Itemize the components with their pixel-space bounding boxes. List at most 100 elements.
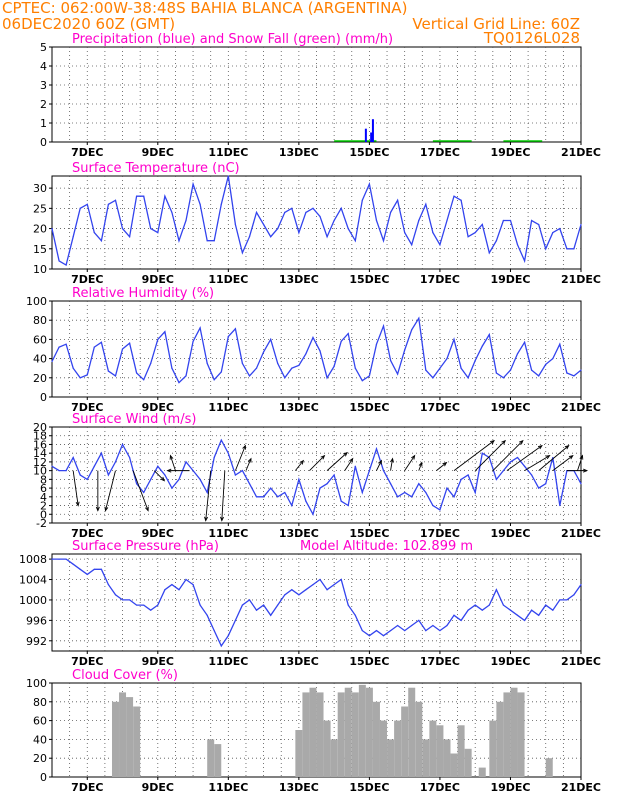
data-point bbox=[404, 491, 406, 494]
data-point bbox=[185, 578, 187, 581]
data-point bbox=[58, 346, 60, 348]
data-point bbox=[432, 377, 434, 379]
wind-arrow-head bbox=[390, 457, 394, 463]
data-point bbox=[375, 448, 378, 450]
wind-arrow bbox=[72, 470, 79, 506]
data-point bbox=[72, 367, 74, 369]
wind-arrow bbox=[577, 455, 583, 471]
data-point bbox=[298, 478, 300, 480]
data-point bbox=[263, 223, 265, 226]
data-point bbox=[114, 375, 117, 377]
x-tick-label: 11DEC bbox=[208, 781, 248, 794]
data-point bbox=[397, 496, 399, 498]
wind-arrow-head bbox=[583, 468, 589, 473]
data-point bbox=[65, 558, 67, 560]
cloud-bar bbox=[330, 739, 338, 777]
data-point bbox=[298, 232, 300, 234]
panel-subtitle: Model Altitude: 102.899 m bbox=[300, 539, 473, 554]
data-point bbox=[298, 594, 300, 596]
wind-arrow bbox=[474, 440, 506, 471]
x-tick-label: 15DEC bbox=[349, 655, 389, 668]
wind-arrow-head bbox=[320, 454, 326, 460]
data-point bbox=[157, 338, 159, 340]
data-point bbox=[538, 487, 540, 489]
data-point bbox=[284, 377, 286, 379]
data-point bbox=[481, 223, 483, 226]
data-point bbox=[368, 183, 370, 185]
x-tick-label: 21DEC bbox=[561, 655, 601, 668]
wind-arrow-head bbox=[343, 451, 348, 457]
y-tick-label: 18 bbox=[33, 430, 47, 443]
data-point bbox=[93, 346, 95, 348]
data-point bbox=[79, 568, 81, 570]
cloud-bar bbox=[464, 748, 472, 777]
data-point bbox=[453, 338, 455, 340]
header: CPTEC: 062:00W-38:48S BAHIA BLANCA (ARGE… bbox=[2, 0, 580, 47]
data-point bbox=[382, 325, 385, 327]
y-tick-label: 80 bbox=[33, 696, 47, 709]
y-tick-label: 20 bbox=[33, 372, 47, 385]
data-point bbox=[220, 371, 222, 373]
data-point bbox=[150, 362, 152, 364]
data-point bbox=[552, 456, 554, 459]
x-tick-label: 15DEC bbox=[349, 401, 389, 414]
data-point bbox=[495, 589, 497, 591]
wind-arrow bbox=[344, 458, 354, 471]
data-point bbox=[580, 584, 582, 586]
data-point bbox=[347, 333, 349, 335]
data-point bbox=[326, 589, 328, 591]
data-point bbox=[340, 578, 342, 581]
series-line bbox=[52, 558, 582, 648]
data-point bbox=[425, 629, 427, 632]
data-point bbox=[552, 358, 554, 360]
data-point bbox=[573, 375, 575, 377]
data-point bbox=[72, 563, 74, 565]
y-tick-label: 20 bbox=[33, 223, 47, 236]
data-point bbox=[234, 328, 236, 330]
data-point bbox=[114, 199, 117, 201]
cloud-bar bbox=[214, 744, 222, 777]
cloud-bar bbox=[119, 692, 127, 777]
data-point bbox=[389, 211, 392, 213]
data-point bbox=[72, 236, 74, 238]
data-point bbox=[121, 227, 124, 230]
data-point bbox=[157, 232, 159, 234]
data-point bbox=[531, 474, 533, 476]
wind-arrow bbox=[538, 445, 569, 471]
wind-arrow-head bbox=[299, 459, 305, 465]
data-point bbox=[467, 236, 469, 238]
data-point bbox=[143, 604, 145, 606]
data-point bbox=[425, 203, 427, 205]
cloud-bar bbox=[429, 720, 437, 777]
data-point bbox=[516, 614, 519, 616]
data-point bbox=[206, 362, 208, 364]
data-point bbox=[79, 377, 81, 379]
data-point bbox=[121, 599, 124, 601]
wind-arrow bbox=[524, 455, 550, 472]
data-point bbox=[516, 353, 519, 355]
y-tick-label: 20 bbox=[33, 752, 47, 765]
data-point bbox=[509, 609, 512, 611]
y-tick-label: 14 bbox=[33, 447, 47, 460]
cloud-bar bbox=[489, 720, 497, 777]
wind-arrow-head bbox=[411, 454, 416, 460]
data-point bbox=[107, 474, 110, 476]
data-point bbox=[220, 439, 222, 441]
x-tick-label: 13DEC bbox=[279, 781, 319, 794]
cloud-bar bbox=[126, 697, 134, 777]
data-point bbox=[509, 219, 512, 222]
data-point bbox=[460, 367, 462, 369]
data-point bbox=[255, 211, 258, 213]
data-point bbox=[100, 240, 102, 242]
data-point bbox=[51, 558, 53, 560]
wind-arrow bbox=[234, 445, 246, 471]
y-tick-label: 1000 bbox=[19, 594, 47, 607]
data-point bbox=[305, 500, 307, 502]
data-point bbox=[213, 379, 215, 381]
data-point bbox=[319, 215, 321, 218]
data-point bbox=[227, 635, 229, 637]
data-point bbox=[291, 207, 293, 209]
series-line bbox=[51, 316, 582, 384]
data-point bbox=[545, 604, 547, 606]
wind-arrow-head bbox=[166, 468, 172, 473]
